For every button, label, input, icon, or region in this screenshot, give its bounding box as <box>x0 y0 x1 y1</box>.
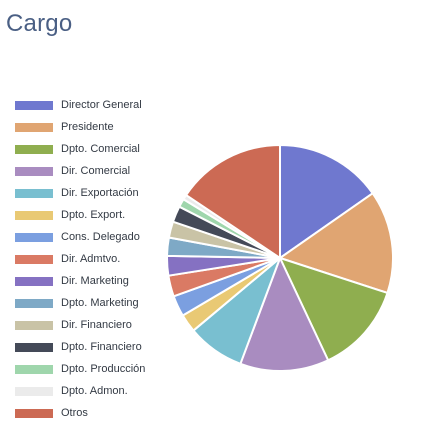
legend-item[interactable]: Dir. Exportación <box>15 182 145 204</box>
legend-swatch <box>15 232 53 242</box>
legend-item[interactable]: Dpto. Producción <box>15 358 145 380</box>
pie-slice-0[interactable] <box>279 144 374 259</box>
legend-label: Dir. Exportación <box>61 187 139 199</box>
legend-label: Presidente <box>61 121 114 133</box>
legend-swatch <box>15 276 53 286</box>
legend-swatch <box>15 320 53 330</box>
legend-label: Dpto. Comercial <box>61 143 140 155</box>
legend-item[interactable]: Director General <box>15 94 145 116</box>
legend-label: Dpto. Admon. <box>61 385 128 397</box>
legend-swatch <box>15 386 53 396</box>
pie-slice-3[interactable] <box>239 257 330 372</box>
legend-item[interactable]: Presidente <box>15 116 145 138</box>
legend-item[interactable]: Cons. Delegado <box>15 226 145 248</box>
legend-swatch <box>15 254 53 264</box>
legend-item[interactable]: Dpto. Export. <box>15 204 145 226</box>
chart-title: Cargo <box>6 10 73 37</box>
legend: Director General Presidente Dpto. Comercia… <box>15 94 145 424</box>
legend-item[interactable]: Dir. Admtvo. <box>15 248 145 270</box>
legend-swatch <box>15 210 53 220</box>
pie-slice-14[interactable] <box>185 144 281 259</box>
legend-item[interactable]: Dir. Financiero <box>15 314 145 336</box>
legend-label: Dpto. Financiero <box>61 341 142 353</box>
legend-swatch <box>15 342 53 352</box>
legend-swatch <box>15 100 53 110</box>
legend-item[interactable]: Otros <box>15 402 145 424</box>
legend-label: Director General <box>61 99 142 111</box>
legend-item[interactable]: Dpto. Comercial <box>15 138 145 160</box>
legend-swatch <box>15 364 53 374</box>
legend-swatch <box>15 122 53 132</box>
pie-slice-2[interactable] <box>279 257 389 362</box>
legend-label: Dir. Financiero <box>61 319 132 331</box>
legend-swatch <box>15 298 53 308</box>
legend-item[interactable]: Dir. Marketing <box>15 270 145 292</box>
pie-slice-1[interactable] <box>279 192 394 294</box>
legend-label: Dir. Admtvo. <box>61 253 121 265</box>
legend-label: Dpto. Marketing <box>61 297 139 309</box>
legend-label: Otros <box>61 407 88 419</box>
legend-label: Dir. Marketing <box>61 275 129 287</box>
legend-label: Dpto. Producción <box>61 363 146 375</box>
legend-swatch <box>15 188 53 198</box>
legend-label: Dpto. Export. <box>61 209 126 221</box>
legend-item[interactable]: Dpto. Admon. <box>15 380 145 402</box>
legend-swatch <box>15 166 53 176</box>
legend-item[interactable]: Dpto. Financiero <box>15 336 145 358</box>
legend-swatch <box>15 408 53 418</box>
legend-label: Dir. Comercial <box>61 165 131 177</box>
legend-item[interactable]: Dir. Comercial <box>15 160 145 182</box>
legend-label: Cons. Delegado <box>61 231 140 243</box>
legend-swatch <box>15 144 53 154</box>
legend-item[interactable]: Dpto. Marketing <box>15 292 145 314</box>
